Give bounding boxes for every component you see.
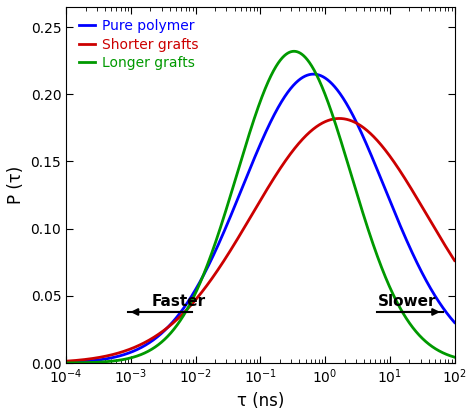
X-axis label: τ (ns): τ (ns): [237, 392, 284, 410]
Y-axis label: P (τ): P (τ): [7, 166, 25, 204]
Legend: Pure polymer, Shorter grafts, Longer grafts: Pure polymer, Shorter grafts, Longer gra…: [73, 14, 204, 75]
Text: Faster: Faster: [151, 294, 205, 309]
Text: Slower: Slower: [378, 294, 437, 309]
